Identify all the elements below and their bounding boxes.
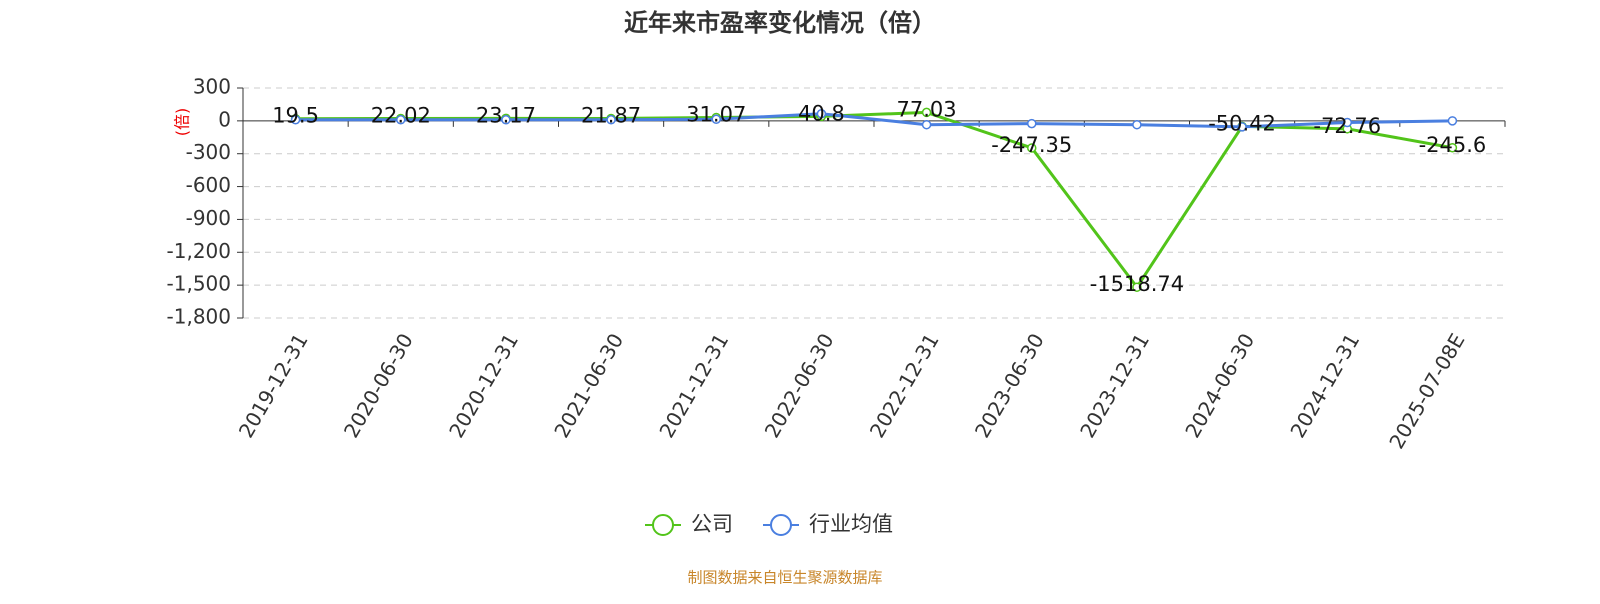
legend-item[interactable]: 行业均值 [763,512,893,536]
data-label: -72.76 [1313,114,1381,138]
x-tick-label: 2025-07-08E [1384,329,1469,453]
point [501,115,511,125]
series-line [295,110,1453,290]
point [1132,119,1142,130]
data-label: -50.42 [1208,111,1276,135]
data-label: -1518.74 [1090,272,1184,296]
y-tick-label: -300 [186,140,231,164]
legend-marker [770,514,792,536]
y-tick-label: -1,200 [167,239,231,263]
legend-item[interactable]: 公司 [645,512,733,536]
source-note: 制图数据来自恒生聚源数据库 [687,569,882,587]
x-tick-label: 2024-12-31 [1285,329,1364,442]
chart-title: 近年来市盈率变化情况（倍） [624,9,936,37]
y-tick-label: -600 [186,173,231,197]
x-tick-label: 2023-06-30 [970,329,1049,442]
data-label: 21.87 [581,103,641,127]
legend-label: 公司 [691,512,733,536]
point [1027,118,1037,129]
x-tick-label: 2023-12-31 [1075,329,1154,442]
point [816,108,827,119]
data-label: 77.03 [897,97,957,121]
point [1342,117,1352,128]
point [711,114,721,124]
data-label: 22.02 [371,103,431,127]
series-line [295,112,1453,129]
x-tick-label: 2021-12-31 [654,329,733,442]
x-tick-label: 2022-12-31 [865,329,944,442]
point [1027,143,1037,153]
y-tick-label: 0 [218,107,231,131]
y-tick-label: -1,500 [167,272,231,296]
point [921,107,932,118]
data-label: -247.35 [991,133,1072,157]
point [1447,116,1458,126]
point [290,115,301,125]
data-label: 19.5 [272,104,319,128]
data-label: 40.8 [798,101,845,125]
y-tick-label: -1,800 [167,305,231,329]
point [1447,143,1458,153]
y-axis-label: (倍) [173,108,192,137]
y-tick-label: -900 [186,206,231,230]
legend-label: 行业均值 [809,512,893,536]
y-tick-label: 300 [193,75,231,99]
point [921,119,932,130]
x-tick-label: 2021-06-30 [549,329,628,442]
x-tick-label: 2022-06-30 [760,329,839,442]
x-tick-label: 2020-12-31 [444,329,523,442]
point [1237,122,1247,132]
point [396,115,406,125]
legend-marker [652,514,674,536]
x-tick-label: 2020-06-30 [339,329,418,442]
data-label: 31.07 [686,102,746,126]
x-tick-label: 2024-06-30 [1180,329,1259,442]
point [606,115,616,125]
point [1132,282,1142,292]
data-label: 23.17 [476,103,536,127]
x-tick-label: 2019-12-31 [234,329,313,442]
data-label: -245.6 [1419,133,1487,157]
